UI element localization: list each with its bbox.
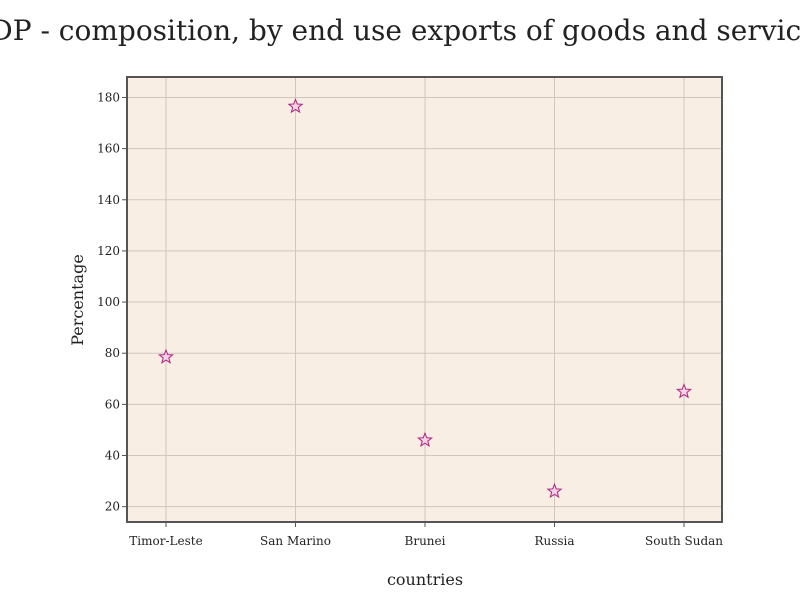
y-tick-label: 140: [97, 193, 120, 207]
data-point-timor-leste: [158, 348, 174, 364]
chart-title: GDP - composition, by end use exports of…: [0, 14, 800, 47]
x-tick-label: South Sudan: [645, 534, 723, 548]
data-point-brunei: [417, 431, 433, 447]
y-tick-label: 160: [97, 142, 120, 156]
y-tick-label: 80: [105, 346, 120, 360]
y-axis: 20 40 60 80 100 120 140 160 180: [97, 90, 127, 514]
data-points: [158, 98, 692, 499]
x-tick-label: Russia: [534, 534, 574, 548]
x-tick-label: San Marino: [260, 534, 331, 548]
data-point-south-sudan: [676, 383, 692, 399]
data-point-san-marino: [287, 98, 304, 114]
x-axis: Timor-Leste San Marino Brunei Russia South S…: [129, 522, 723, 548]
x-axis-label: countries: [387, 570, 463, 589]
y-tick-label: 40: [105, 449, 120, 463]
y-tick-label: 100: [97, 295, 120, 309]
y-tick-label: 180: [97, 90, 120, 104]
x-tick-label: Brunei: [405, 534, 446, 548]
y-tick-label: 120: [97, 244, 120, 258]
grid-lines: [127, 77, 722, 522]
y-axis-label: Percentage: [68, 254, 87, 346]
x-tick-label: Timor-Leste: [129, 534, 202, 548]
data-point-russia: [546, 482, 563, 499]
y-tick-label: 20: [105, 500, 120, 514]
y-tick-label: 60: [105, 397, 120, 411]
